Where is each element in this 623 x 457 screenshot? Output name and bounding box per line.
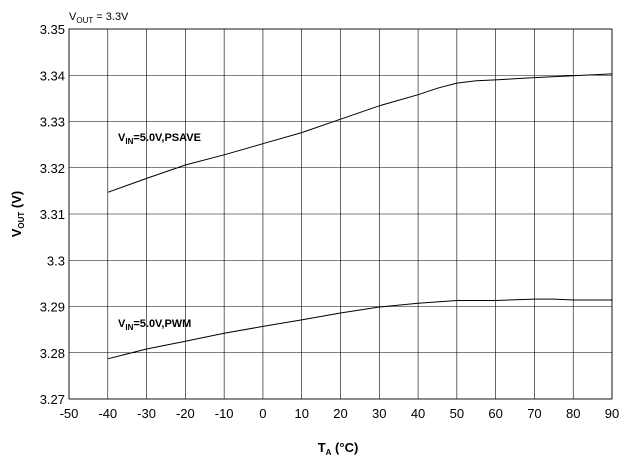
- y-tick-label: 3.32: [40, 161, 65, 176]
- x-tick-label: 10: [294, 406, 308, 421]
- y-tick-label: 3.35: [40, 22, 65, 37]
- x-tick-label: 60: [488, 406, 502, 421]
- x-tick-labels: -50 -40 -30 -20 -10 0 10 20 30 40 50 60 70 80 90: [60, 406, 620, 421]
- series-label-pwm: VIN=5.0V,PWM: [118, 318, 191, 332]
- y-tick-label: 3.29: [40, 300, 65, 315]
- series-label-psave: VIN=5.0V,PSAVE: [118, 132, 201, 146]
- y-tick-label: 3.28: [40, 346, 65, 361]
- y-tick-label: 3.31: [40, 207, 65, 222]
- x-tick-label: 20: [333, 406, 347, 421]
- x-tick-label: 50: [450, 406, 464, 421]
- y-axis-title: VOUT (V): [9, 191, 26, 238]
- y-tick-label: 3.3: [47, 253, 65, 268]
- y-tick-label: 3.33: [40, 115, 65, 130]
- y-tick-label: 3.34: [40, 68, 65, 83]
- x-tick-label: -10: [215, 406, 234, 421]
- grid: [68, 28, 613, 400]
- x-tick-label: -20: [176, 406, 195, 421]
- x-tick-label: 90: [605, 406, 619, 421]
- series-line-pwm: [107, 298, 612, 360]
- x-tick-label: 30: [372, 406, 386, 421]
- y-tick-labels: 3.27 3.28 3.29 3.3 3.31 3.32 3.33 3.34 3.35: [40, 22, 65, 407]
- series-layer: [107, 73, 613, 360]
- y-tick-label: 3.27: [40, 392, 65, 407]
- x-tick-label: -40: [98, 406, 117, 421]
- x-tick-label: 0: [259, 406, 266, 421]
- series-line-psave: [107, 73, 613, 193]
- x-axis-title: TA (°C): [318, 440, 359, 457]
- x-tick-label: 40: [411, 406, 425, 421]
- top-annotation: VOUT = 3.3V: [69, 11, 129, 25]
- x-tick-label: -50: [60, 406, 79, 421]
- x-tick-label: -30: [137, 406, 156, 421]
- x-tick-label: 80: [566, 406, 580, 421]
- x-tick-label: 70: [527, 406, 541, 421]
